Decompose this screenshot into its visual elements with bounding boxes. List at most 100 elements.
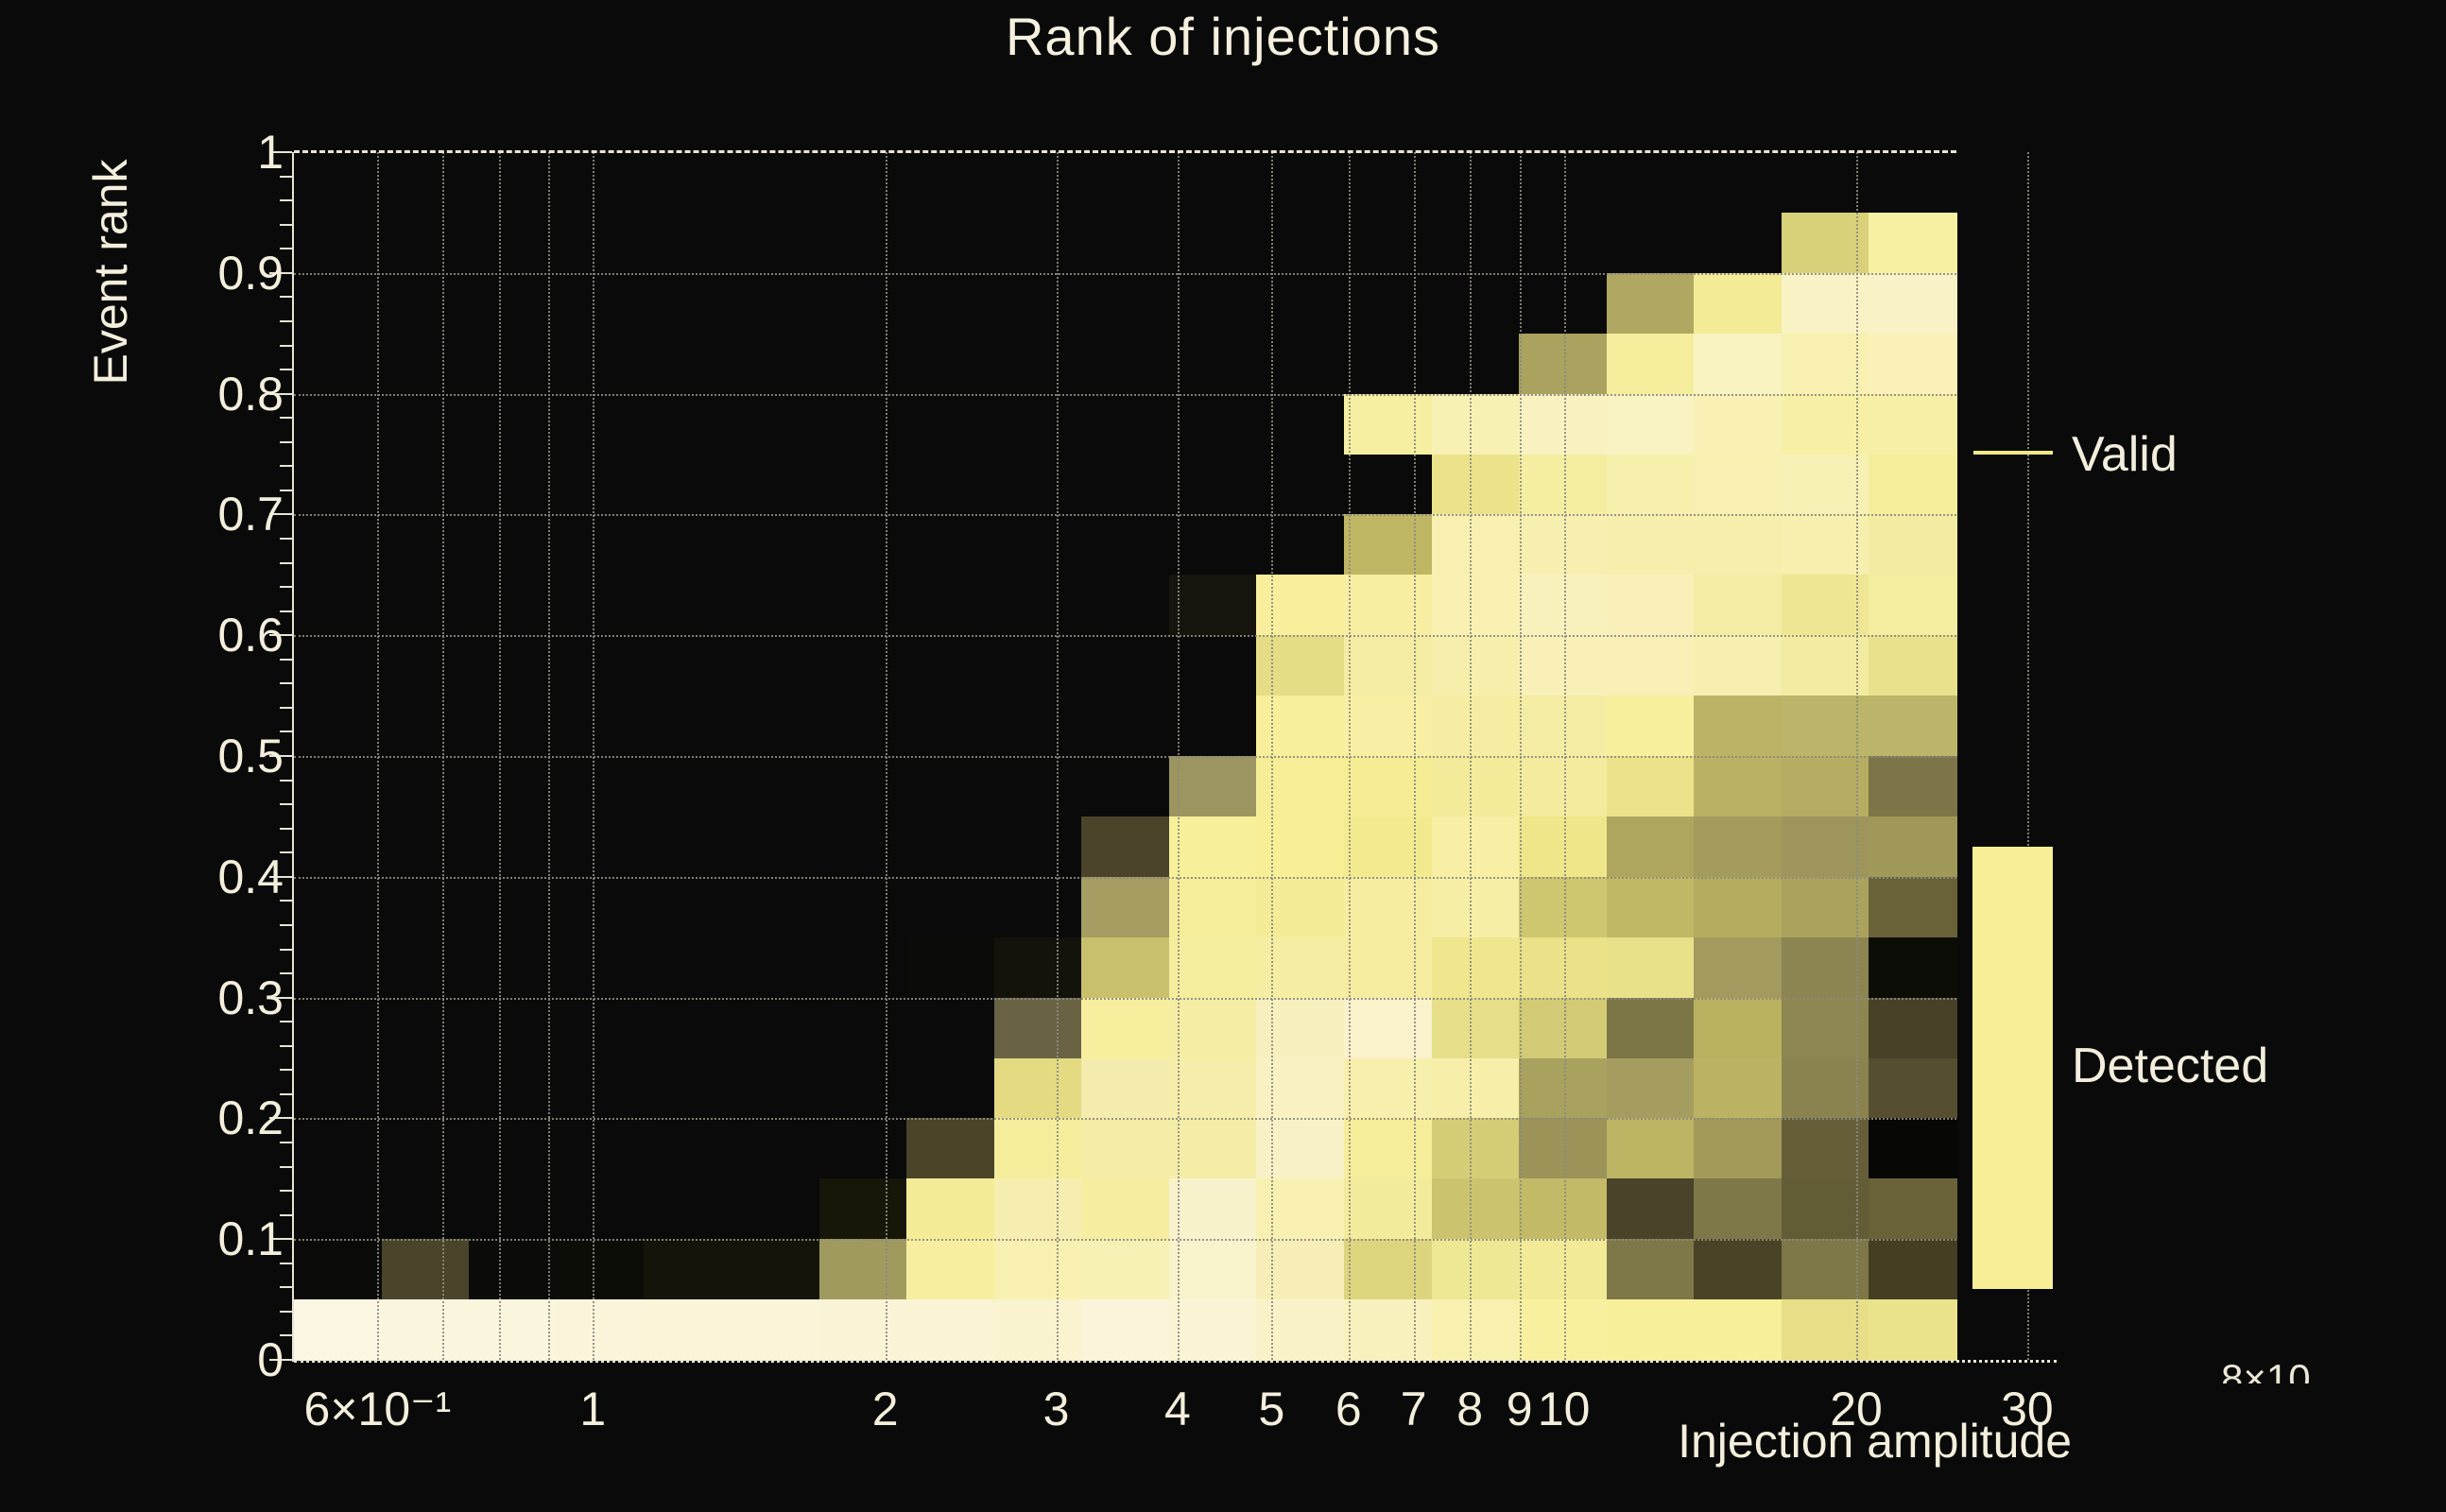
y-tick-label: 0 — [257, 1333, 284, 1386]
heatmap-cell — [1343, 393, 1433, 455]
x-tick-label: 5 — [1258, 1383, 1285, 1435]
heatmap-cell — [1431, 514, 1521, 576]
heatmap-cell — [1694, 333, 1783, 395]
heatmap-cell — [1869, 393, 1957, 455]
heatmap-cell — [1869, 514, 1957, 576]
heatmap-cell — [1869, 333, 1957, 395]
heatmap-cell — [1343, 575, 1433, 637]
heatmap-cell — [1519, 696, 1608, 757]
heatmap-cell — [1256, 756, 1345, 817]
legend-detected-swatch — [1972, 847, 2053, 1289]
heatmap-cell — [1606, 997, 1696, 1059]
heatmap-cell — [993, 1239, 1083, 1301]
y-tick-label: 0.5 — [217, 730, 284, 782]
heatmap-cell — [1081, 936, 1170, 999]
heatmap-cell — [1519, 876, 1608, 938]
y-tick-label: 0.7 — [217, 488, 284, 541]
heatmap-cell — [1606, 816, 1696, 878]
heatmap-cell — [1431, 575, 1521, 637]
vertical-gridline — [2026, 152, 2029, 1360]
y-major-tick — [269, 1238, 292, 1241]
y-minor-tick — [280, 1069, 292, 1072]
heatmap-cell — [1781, 696, 1870, 757]
heatmap-cell — [1869, 1178, 1957, 1241]
heatmap-cell — [1781, 272, 1870, 335]
heatmap-cell — [1606, 393, 1696, 455]
heatmap-cell — [1781, 1299, 1870, 1361]
heatmap-cell — [1869, 1118, 1957, 1180]
heatmap-cell — [1606, 876, 1696, 938]
heatmap-cell — [993, 997, 1083, 1059]
y-minor-tick — [280, 948, 292, 951]
heatmap-cell — [1519, 756, 1608, 817]
heatmap-cell — [1343, 1239, 1433, 1301]
y-minor-tick — [280, 248, 292, 250]
heatmap-cell — [1781, 816, 1870, 878]
heatmap-cell — [1519, 635, 1608, 697]
heatmap-cell — [818, 1299, 908, 1361]
heatmap-cell — [1781, 393, 1870, 455]
heatmap-cell — [731, 1239, 820, 1301]
y-minor-tick — [280, 706, 292, 709]
heatmap-cell — [381, 1299, 471, 1361]
heatmap-cell — [1694, 876, 1783, 938]
y-minor-tick — [280, 1092, 292, 1095]
heatmap-cell — [294, 1299, 383, 1361]
heatmap-cell — [1606, 1299, 1696, 1361]
heatmap-cell — [1256, 1299, 1345, 1361]
y-minor-tick — [280, 803, 292, 806]
heatmap-cell — [1606, 514, 1696, 576]
y-major-tick — [269, 271, 292, 274]
x-tick-label: 9 — [1506, 1383, 1533, 1435]
heatmap-cell — [1869, 756, 1957, 817]
heatmap-cell — [1781, 936, 1870, 999]
y-tick-label: 0.6 — [217, 609, 284, 662]
heatmap-cell — [1694, 1239, 1783, 1301]
heatmap-cell — [1519, 393, 1608, 455]
heatmap-cell — [1694, 997, 1783, 1059]
x-tick-label: 3 — [1042, 1383, 1070, 1435]
heatmap-cell — [1256, 575, 1345, 637]
horizontal-gridline — [294, 1239, 1956, 1242]
x-tick-label: 30 — [2001, 1383, 2054, 1435]
heatmap-cell — [1343, 1299, 1433, 1361]
y-minor-tick — [280, 1262, 292, 1264]
heatmap-cell — [1869, 876, 1957, 938]
heatmap-cell — [1781, 1118, 1870, 1180]
heatmap-cell — [1431, 635, 1521, 697]
y-tick-label: 0.9 — [217, 246, 284, 300]
y-major-tick — [269, 634, 292, 637]
heatmap-cell — [1694, 393, 1783, 455]
heatmap-cell — [294, 1239, 383, 1301]
heatmap-cell — [1256, 997, 1345, 1059]
axis-overflow-label: 8×10 — [2221, 1358, 2311, 1383]
heatmap-cell — [1081, 1239, 1170, 1301]
heatmap-grid — [294, 152, 1957, 1361]
y-minor-tick — [280, 658, 292, 661]
y-tick-label: 0.1 — [217, 1212, 284, 1266]
heatmap-cell — [1781, 1057, 1870, 1120]
top-frame-line — [294, 150, 1956, 153]
heatmap-cell — [1869, 575, 1957, 637]
horizontal-gridline — [294, 272, 1956, 275]
heatmap-cell — [1431, 816, 1521, 878]
y-major-tick — [269, 755, 292, 757]
heatmap-cell — [1343, 816, 1433, 878]
y-minor-tick — [280, 900, 292, 902]
heatmap-cell — [1694, 756, 1783, 817]
heatmap-cell — [1781, 454, 1870, 516]
heatmap-cell — [1606, 454, 1696, 516]
heatmap-cell — [1694, 514, 1783, 576]
y-minor-tick — [280, 851, 292, 854]
heatmap-cell — [1694, 454, 1783, 516]
heatmap-cell — [644, 1299, 732, 1361]
heatmap-cell — [1168, 1239, 1258, 1301]
horizontal-gridline — [294, 514, 1956, 517]
heatmap-cell — [1781, 997, 1870, 1059]
heatmap-cell — [1519, 514, 1608, 576]
heatmap-cell — [1168, 1057, 1258, 1120]
heatmap-cell — [1343, 997, 1433, 1059]
y-minor-tick — [280, 561, 292, 564]
heatmap-cell — [1519, 1118, 1608, 1180]
heatmap-cell — [1168, 575, 1258, 637]
